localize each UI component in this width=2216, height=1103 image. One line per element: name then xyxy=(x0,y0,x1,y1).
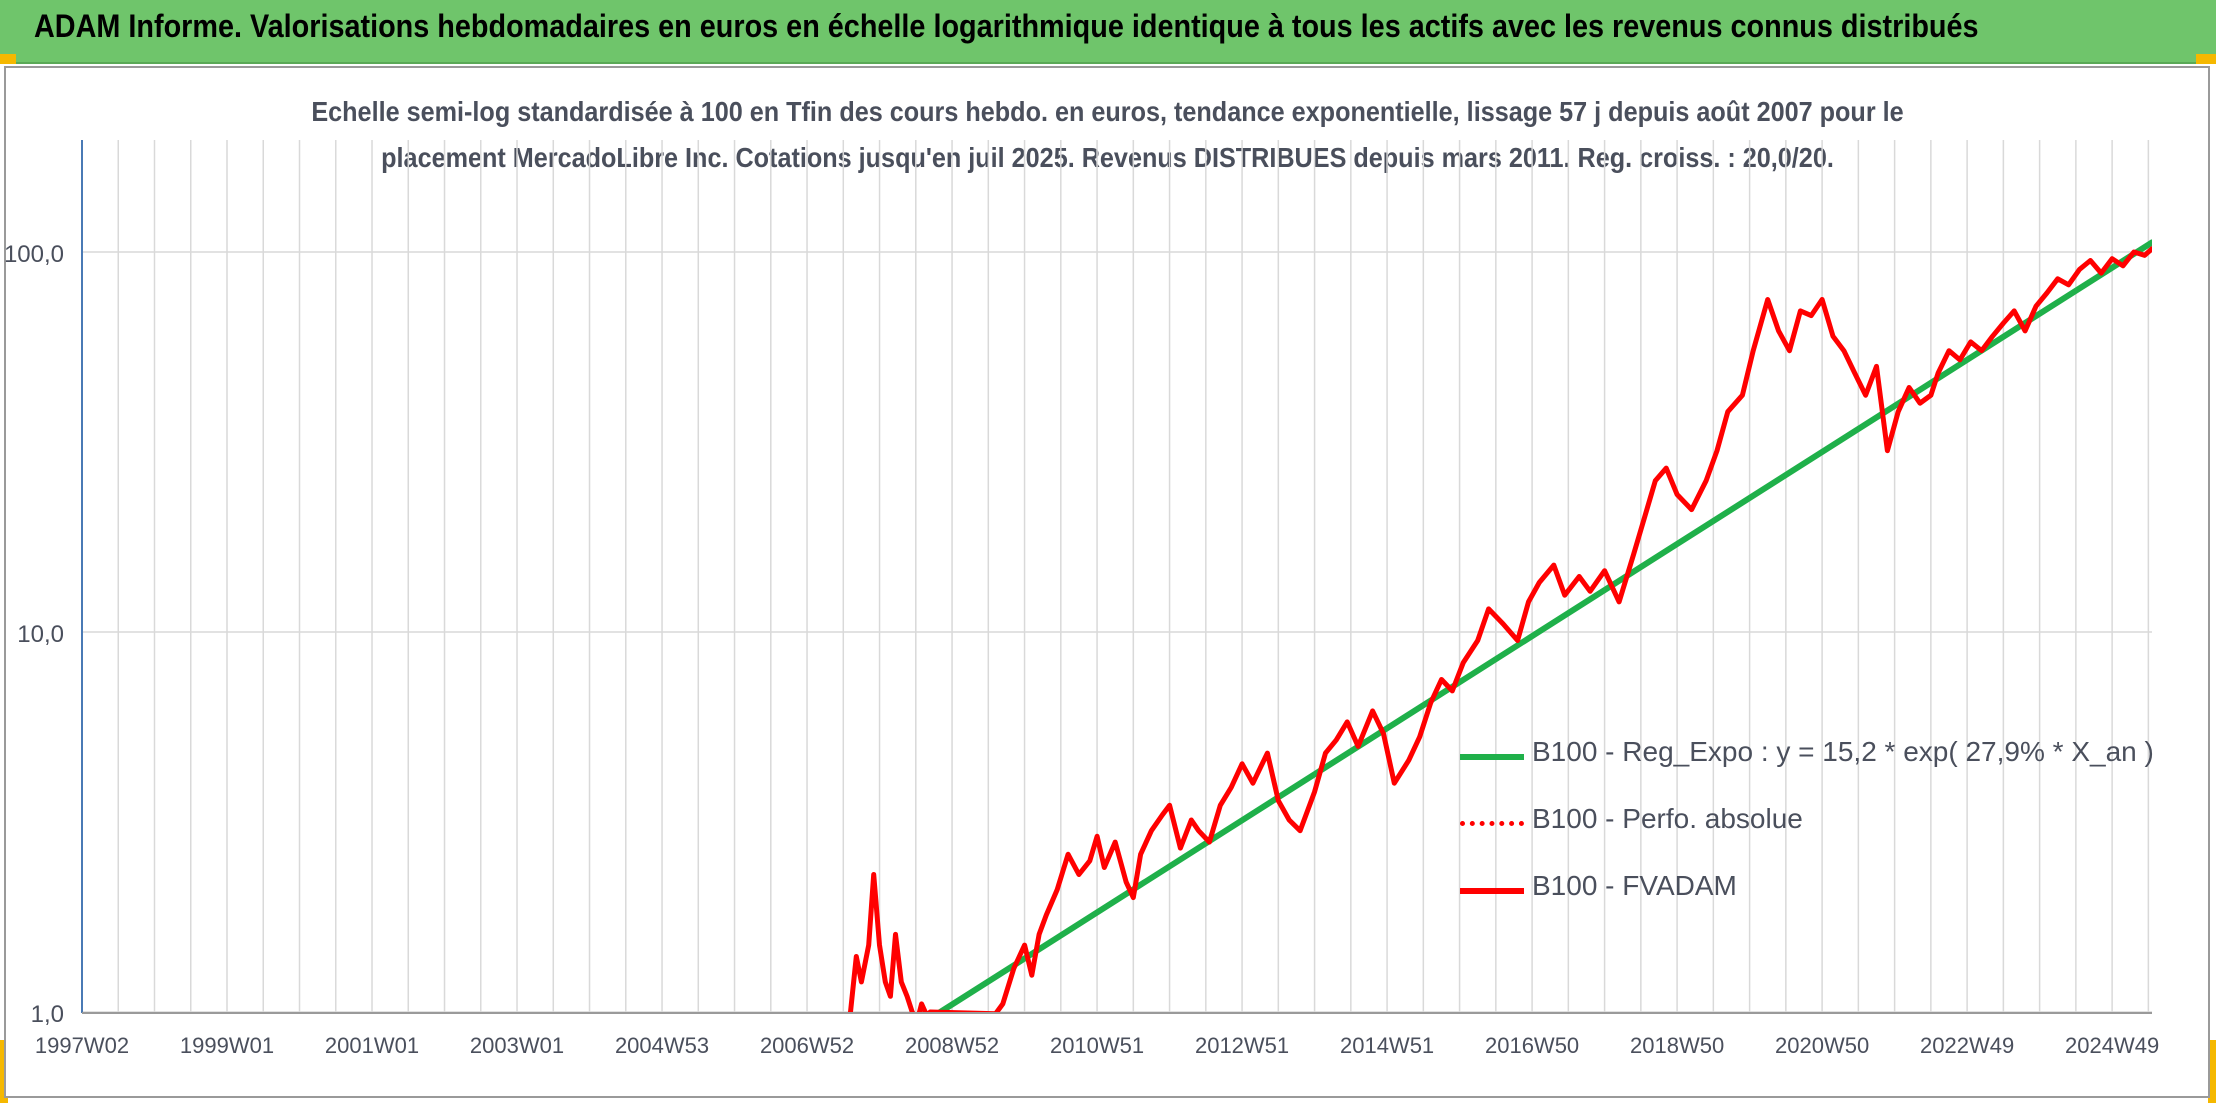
chart-subtitle-line-1: Echelle semi-log standardisée à 100 en T… xyxy=(311,96,1904,127)
x-tick-label: 2012W51 xyxy=(1195,1033,1289,1058)
x-tick-label: 2006W52 xyxy=(760,1033,854,1058)
legend-swatch-fvadam xyxy=(1460,888,1524,894)
y-tick-label: 10,0 xyxy=(17,621,64,648)
legend-swatch-perf xyxy=(1460,821,1524,826)
legend-item-trend: B100 - Reg_Expo : y = 15,2 * exp( 27,9% … xyxy=(1460,736,2160,776)
legend-label-perf: B100 - Perfo. absolue xyxy=(1532,803,1803,834)
axis-layer xyxy=(81,140,2152,1014)
series-layer xyxy=(848,239,2152,1013)
grid-layer xyxy=(82,140,2152,1013)
page-title: ADAM Informe. Valorisations hebdomadaire… xyxy=(34,8,1979,44)
x-tick-label: 2004W53 xyxy=(615,1033,709,1058)
y-tick-label: 1,0 xyxy=(31,1001,64,1028)
legend-item-perf: B100 - Perfo. absolue xyxy=(1460,803,2160,843)
series-line-trend xyxy=(934,239,2152,1013)
legend-item-fvadam: B100 - FVADAM xyxy=(1460,870,2160,910)
series-line-fvadam xyxy=(848,246,2152,1013)
legend-swatch-trend xyxy=(1460,754,1524,760)
x-tick-label: 2003W01 xyxy=(470,1033,564,1058)
x-tick-label: 2024W49 xyxy=(2065,1033,2159,1058)
x-tick-label: 2018W50 xyxy=(1630,1033,1724,1058)
corner-accent-bottom-right xyxy=(2208,1040,2216,1103)
x-tick-label: 2014W51 xyxy=(1340,1033,1434,1058)
corner-accent-left xyxy=(0,54,16,64)
corner-accent-right xyxy=(2196,54,2216,64)
legend-label-fvadam: B100 - FVADAM xyxy=(1532,870,1737,901)
x-tick-label: 2001W01 xyxy=(325,1033,419,1058)
y-tick-label: 100,0 xyxy=(4,241,64,268)
x-tick-label: 2022W49 xyxy=(1920,1033,2014,1058)
x-tick-label: 2008W52 xyxy=(905,1033,999,1058)
x-tick-label: 1997W02 xyxy=(35,1033,129,1058)
chart-subtitle-line-2: placement MercadoLibre Inc. Cotations ju… xyxy=(381,142,1834,173)
tick-label-layer: 1,0 10,0 100,0 1997W02 1999W01 2001W01 2003W01… xyxy=(4,241,2159,1058)
x-tick-label: 2010W51 xyxy=(1050,1033,1144,1058)
x-tick-label: 2016W50 xyxy=(1485,1033,1579,1058)
x-tick-label: 1999W01 xyxy=(180,1033,274,1058)
legend-label-trend: B100 - Reg_Expo : y = 15,2 * exp( 27,9% … xyxy=(1532,736,2154,767)
header-bar: ADAM Informe. Valorisations hebdomadaire… xyxy=(0,0,2216,64)
x-tick-label: 2020W50 xyxy=(1775,1033,1869,1058)
